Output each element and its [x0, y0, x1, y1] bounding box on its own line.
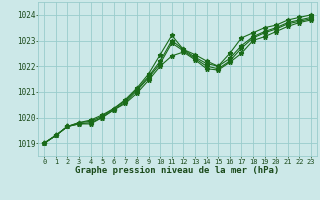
- X-axis label: Graphe pression niveau de la mer (hPa): Graphe pression niveau de la mer (hPa): [76, 166, 280, 175]
